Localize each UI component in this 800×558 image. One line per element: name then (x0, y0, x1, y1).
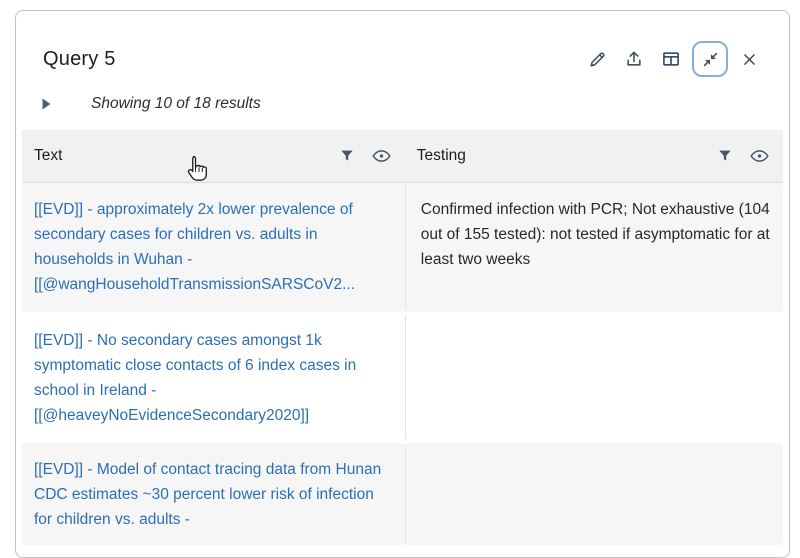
collapse-button[interactable] (692, 41, 728, 77)
result-link[interactable]: [[EVD]] - Model of contact tracing data … (34, 461, 382, 528)
column-label: Text (34, 147, 63, 164)
results-summary-row: Showing 10 of 18 results (16, 77, 789, 113)
table-row: [[EVD]] - No secondary cases amongst 1k … (22, 314, 783, 441)
cell-testing (404, 443, 783, 545)
eye-icon[interactable] (750, 148, 769, 164)
cell-text: [[EVD]] - approximately 2x lower prevale… (22, 183, 405, 312)
pencil-icon (588, 50, 607, 69)
column-header-text[interactable]: Text (22, 147, 405, 165)
table-header-row: Text Testing (22, 130, 783, 183)
cell-testing: Confirmed infection with PCR; Not exhaus… (404, 183, 783, 312)
triangle-right-icon[interactable] (39, 97, 53, 111)
export-button[interactable] (618, 42, 650, 76)
column-label: Testing (416, 147, 466, 164)
cell-text: [[EVD]] - No secondary cases amongst 1k … (22, 314, 405, 441)
cell-testing (404, 314, 783, 441)
cell-text: [[EVD]] - Model of contact tracing data … (22, 443, 405, 545)
filter-funnel-icon[interactable] (339, 148, 355, 164)
table-icon (661, 49, 681, 69)
column-header-testing[interactable]: Testing (405, 147, 783, 165)
close-button[interactable] (733, 42, 765, 76)
result-link[interactable]: [[EVD]] - approximately 2x lower prevale… (34, 201, 355, 293)
panel-header: Query 5 (16, 11, 789, 77)
upload-icon (624, 49, 644, 69)
table-view-button[interactable] (655, 42, 687, 76)
screen: Query 5 (15, 10, 790, 558)
eye-icon[interactable] (372, 148, 391, 164)
query-results-panel: Query 5 (15, 10, 790, 558)
table-row: [[EVD]] - Model of contact tracing data … (22, 443, 783, 545)
results-table: Text Testing (22, 130, 783, 545)
close-x-icon (741, 51, 758, 68)
collapse-arrows-icon (701, 50, 720, 69)
result-link[interactable]: [[EVD]] - No secondary cases amongst 1k … (34, 332, 357, 424)
page-title: Query 5 (43, 47, 116, 70)
panel-toolbar (581, 41, 765, 77)
table-row: [[EVD]] - approximately 2x lower prevale… (22, 183, 783, 312)
edit-query-button[interactable] (581, 42, 613, 76)
filter-funnel-icon[interactable] (717, 148, 733, 164)
results-summary-text: Showing 10 of 18 results (91, 95, 261, 112)
